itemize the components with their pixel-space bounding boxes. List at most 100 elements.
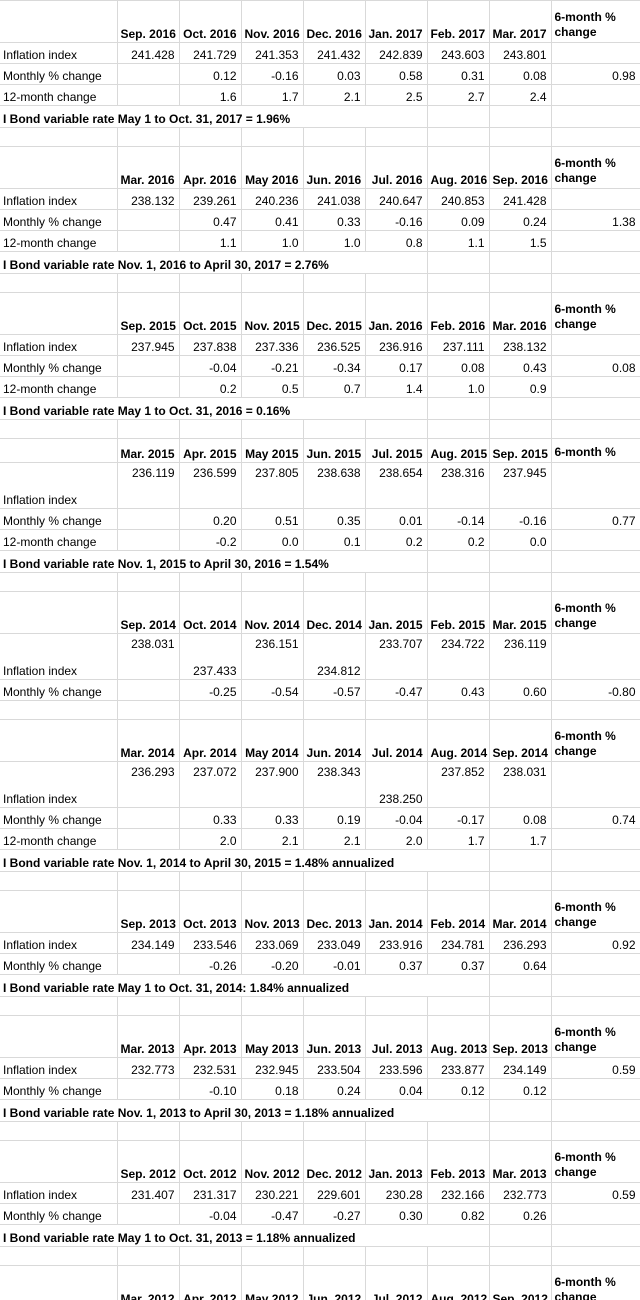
value-cell[interactable]: 232.945 bbox=[241, 1057, 304, 1079]
value-cell[interactable]: 233.596 bbox=[365, 1057, 428, 1079]
six-month-value-cell[interactable] bbox=[551, 953, 640, 975]
empty-cell[interactable] bbox=[0, 572, 118, 592]
empty-cell[interactable] bbox=[0, 1246, 118, 1266]
month-header-cell[interactable]: Mar. 2015 bbox=[117, 438, 180, 463]
value-cell[interactable]: 236.119 bbox=[489, 633, 552, 680]
value-cell[interactable]: 241.038 bbox=[303, 188, 366, 210]
value-cell[interactable] bbox=[117, 230, 180, 252]
value-cell[interactable]: 0.30 bbox=[365, 1203, 428, 1225]
row-label-cell[interactable]: Inflation index bbox=[0, 633, 118, 680]
month-header-cell[interactable]: Jun. 2012 bbox=[303, 1265, 366, 1300]
value-cell[interactable]: 241.353 bbox=[241, 42, 304, 64]
value-cell[interactable] bbox=[117, 355, 180, 377]
six-month-value-cell[interactable]: 0.59 bbox=[551, 1182, 640, 1204]
corner-cell[interactable] bbox=[0, 1015, 118, 1058]
value-cell[interactable]: 1.0 bbox=[303, 230, 366, 252]
value-cell[interactable]: 232.773 bbox=[489, 1182, 552, 1204]
empty-cell[interactable] bbox=[427, 550, 490, 573]
value-cell[interactable]: -0.47 bbox=[241, 1203, 304, 1225]
value-cell[interactable]: 238.638 bbox=[303, 462, 366, 509]
value-cell[interactable]: 234.722 bbox=[427, 633, 490, 680]
six-month-value-cell[interactable]: 0.59 bbox=[551, 1057, 640, 1079]
value-cell[interactable]: 2.0 bbox=[179, 828, 242, 850]
month-header-cell[interactable]: Dec. 2014 bbox=[303, 591, 366, 634]
value-cell[interactable]: -0.04 bbox=[179, 1203, 242, 1225]
value-cell[interactable]: 2.5 bbox=[365, 84, 428, 106]
value-cell[interactable]: 0.18 bbox=[241, 1078, 304, 1100]
six-month-value-cell[interactable] bbox=[551, 462, 640, 509]
six-month-change-header-cell[interactable]: 6-month % change bbox=[551, 890, 640, 933]
value-cell[interactable]: 242.839 bbox=[365, 42, 428, 64]
row-label-cell[interactable]: Monthly % change bbox=[0, 355, 118, 377]
variable-rate-summary-cell[interactable]: I Bond variable rate Nov. 1, 2014 to Apr… bbox=[0, 849, 490, 872]
value-cell[interactable]: 0.9 bbox=[489, 376, 552, 398]
value-cell[interactable] bbox=[117, 1203, 180, 1225]
value-cell[interactable]: 238.031 bbox=[117, 633, 180, 680]
empty-cell[interactable] bbox=[551, 572, 640, 592]
month-header-cell[interactable]: Jan. 2016 bbox=[365, 292, 428, 335]
value-cell[interactable]: 0.31 bbox=[427, 63, 490, 85]
six-month-change-header-cell[interactable]: 6-month % change bbox=[551, 146, 640, 189]
empty-cell[interactable] bbox=[303, 871, 366, 891]
six-month-value-cell[interactable] bbox=[551, 84, 640, 106]
six-month-value-cell[interactable] bbox=[551, 334, 640, 356]
six-month-change-header-cell[interactable]: 6-month % change bbox=[551, 1015, 640, 1058]
value-cell[interactable]: -0.16 bbox=[241, 63, 304, 85]
empty-cell[interactable] bbox=[427, 1121, 490, 1141]
row-label-cell[interactable]: Monthly % change bbox=[0, 953, 118, 975]
value-cell[interactable]: 0.41 bbox=[241, 209, 304, 231]
empty-cell[interactable] bbox=[179, 996, 242, 1016]
row-label-cell[interactable]: Inflation index bbox=[0, 462, 118, 509]
empty-cell[interactable] bbox=[427, 700, 490, 720]
value-cell[interactable]: 1.1 bbox=[179, 230, 242, 252]
value-cell[interactable]: 237.805 bbox=[241, 462, 304, 509]
month-header-cell[interactable]: Apr. 2015 bbox=[179, 438, 242, 463]
empty-cell[interactable] bbox=[241, 419, 304, 439]
month-header-cell[interactable]: Mar. 2017 bbox=[489, 0, 552, 43]
value-cell[interactable]: 238.654 bbox=[365, 462, 428, 509]
six-month-change-header-cell[interactable]: 6-month % change bbox=[551, 719, 640, 762]
row-label-cell[interactable]: Monthly % change bbox=[0, 1078, 118, 1100]
empty-cell[interactable] bbox=[551, 127, 640, 147]
value-cell[interactable]: 231.407 bbox=[117, 1182, 180, 1204]
month-header-cell[interactable]: Jun. 2015 bbox=[303, 438, 366, 463]
row-label-cell[interactable]: Inflation index bbox=[0, 1182, 118, 1204]
empty-cell[interactable] bbox=[303, 127, 366, 147]
value-cell[interactable]: 0.33 bbox=[241, 807, 304, 829]
row-label-cell[interactable]: Monthly % change bbox=[0, 807, 118, 829]
value-cell[interactable]: 0.35 bbox=[303, 508, 366, 530]
month-header-cell[interactable]: Apr. 2012 bbox=[179, 1265, 242, 1300]
empty-cell[interactable] bbox=[551, 1224, 640, 1247]
value-cell[interactable]: 236.293 bbox=[117, 761, 180, 808]
value-cell[interactable]: 2.1 bbox=[303, 84, 366, 106]
value-cell[interactable]: 231.317 bbox=[179, 1182, 242, 1204]
row-label-cell[interactable]: Inflation index bbox=[0, 932, 118, 954]
month-header-cell[interactable]: Aug. 2016 bbox=[427, 146, 490, 189]
value-cell[interactable]: 232.531 bbox=[179, 1057, 242, 1079]
empty-cell[interactable] bbox=[551, 273, 640, 293]
empty-cell[interactable] bbox=[241, 1246, 304, 1266]
empty-cell[interactable] bbox=[489, 105, 552, 128]
empty-cell[interactable] bbox=[551, 849, 640, 872]
empty-cell[interactable] bbox=[303, 273, 366, 293]
month-header-cell[interactable]: Sep. 2013 bbox=[489, 1015, 552, 1058]
value-cell[interactable]: 233.069 bbox=[241, 932, 304, 954]
value-cell[interactable]: 237.852 bbox=[427, 761, 490, 808]
empty-cell[interactable] bbox=[551, 397, 640, 420]
month-header-cell[interactable]: Mar. 2013 bbox=[117, 1015, 180, 1058]
value-cell[interactable]: 0.04 bbox=[365, 1078, 428, 1100]
row-label-cell[interactable]: Inflation index bbox=[0, 188, 118, 210]
empty-cell[interactable] bbox=[489, 871, 552, 891]
value-cell[interactable]: 236.293 bbox=[489, 932, 552, 954]
value-cell[interactable]: 232.773 bbox=[117, 1057, 180, 1079]
value-cell[interactable]: 240.853 bbox=[427, 188, 490, 210]
value-cell[interactable]: 236.916 bbox=[365, 334, 428, 356]
six-month-value-cell[interactable] bbox=[551, 42, 640, 64]
month-header-cell[interactable]: Feb. 2014 bbox=[427, 890, 490, 933]
empty-cell[interactable] bbox=[427, 419, 490, 439]
value-cell[interactable]: 232.166 bbox=[427, 1182, 490, 1204]
month-header-cell[interactable]: Oct. 2012 bbox=[179, 1140, 242, 1183]
row-label-cell[interactable]: Inflation index bbox=[0, 1057, 118, 1079]
value-cell[interactable]: 233.916 bbox=[365, 932, 428, 954]
value-cell[interactable]: 0.08 bbox=[427, 355, 490, 377]
